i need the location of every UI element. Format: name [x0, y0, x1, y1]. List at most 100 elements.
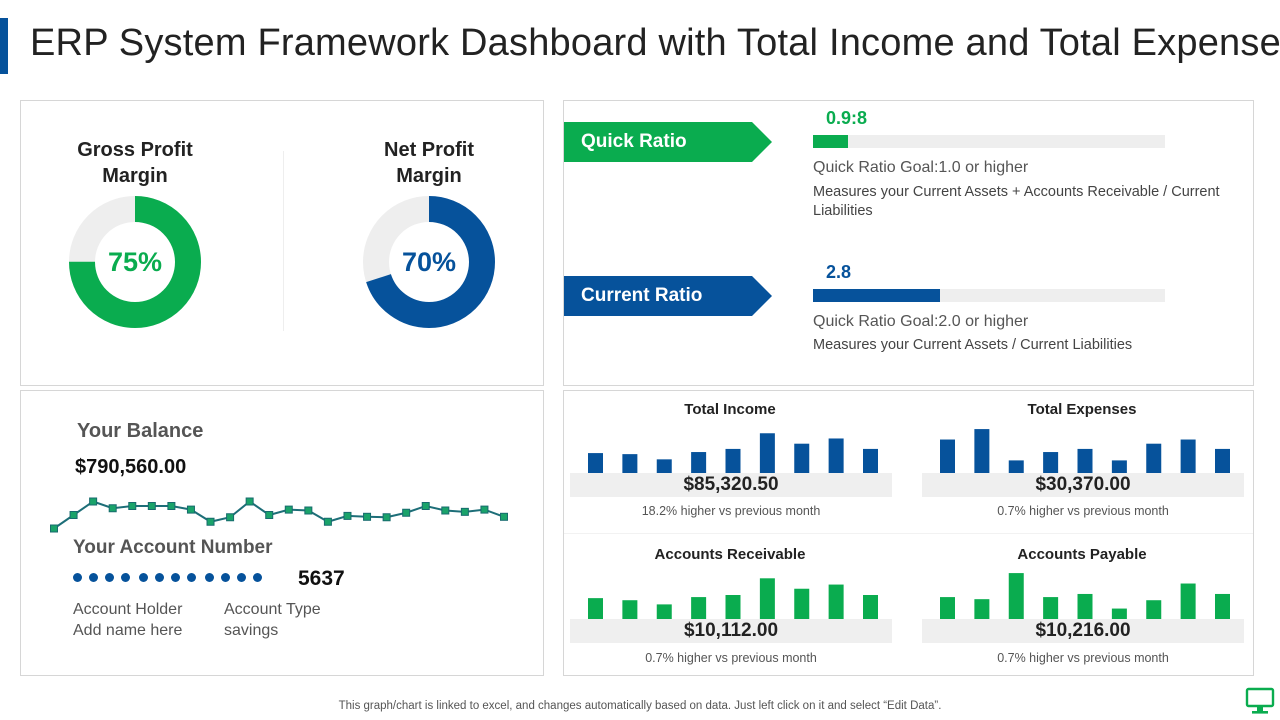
masked-digit-dot [73, 573, 82, 582]
kpi-bar [863, 595, 878, 619]
kpi-bar [1180, 583, 1196, 619]
net-profit-margin-value: 70% [401, 247, 457, 277]
total-income-bars [588, 433, 878, 475]
total-expenses-title: Total Expenses [1027, 401, 1137, 418]
balance-point-4 [128, 502, 137, 510]
kpi-bar [940, 439, 955, 475]
masked-digit-dot [89, 573, 98, 582]
account-last-digits: 5637 [298, 567, 345, 590]
balance-point-15 [343, 511, 352, 520]
kpi-panel: Total Income $85,320.50 18.2% higher vs … [563, 390, 1254, 676]
kpi-bar [1215, 593, 1230, 619]
balance-point-17 [382, 513, 391, 522]
masked-digit-dot [237, 573, 246, 582]
masked-digit-dot [139, 573, 148, 582]
total-income-title: Total Income [684, 401, 776, 418]
kpi-bar [1111, 460, 1127, 475]
account-holder: Account Holder Add name here [73, 599, 182, 641]
kpi-bar [622, 600, 638, 619]
net-profit-margin-card: Net Profit Margin [339, 137, 519, 189]
kpi-bar [656, 604, 672, 619]
kpi-bar [1146, 600, 1162, 619]
kpi-bar [1043, 452, 1059, 475]
account-type-value: savings [224, 622, 279, 639]
kpi-bar [725, 448, 741, 475]
net-profit-margin-donut: 70% [363, 196, 495, 328]
kpi-bar [759, 433, 775, 475]
balance-point-23 [500, 512, 508, 521]
masked-digit-dot [121, 573, 130, 582]
net-profit-margin-title: Net Profit Margin [384, 139, 474, 187]
balance-point-20 [441, 506, 450, 515]
current-ratio-value: 2.8 [826, 262, 852, 282]
accounts-receivable-bars [588, 578, 878, 619]
kpi-bar [1008, 460, 1024, 475]
kpi-bar [1008, 573, 1024, 619]
kpi-bar [691, 452, 707, 475]
gross-donut-arc [69, 196, 201, 328]
kpi-bar [828, 584, 844, 619]
footer-note: This graph/chart is linked to excel, and… [338, 700, 942, 712]
quick-ratio-label: Quick Ratio [564, 122, 772, 162]
total-expenses-value: $30,370.00 [922, 473, 1244, 497]
kpi-bar [1215, 448, 1230, 475]
kpi-bar [588, 598, 603, 619]
kpi-bar [691, 597, 707, 619]
kpi-bar [974, 429, 990, 475]
balance-point-22 [480, 505, 489, 514]
balance-point-19 [421, 502, 430, 510]
gross-profit-margin-card: Gross Profit Margin [45, 137, 225, 189]
kpi-bar [794, 443, 810, 475]
total-expenses-bars [940, 429, 1230, 475]
balance-point-7 [186, 505, 195, 514]
masked-digit-dot [105, 573, 114, 582]
gross-profit-margin-value: 75% [107, 247, 163, 277]
ratios-panel: Quick Ratio 0.9:8 Quick Ratio Goal:1.0 o… [563, 100, 1254, 386]
accounts-payable-bars [940, 573, 1230, 619]
total-expenses-note: 0.7% higher vs previous month [997, 504, 1169, 518]
balance-point-10 [245, 497, 254, 506]
masked-digit-dot [253, 573, 262, 582]
kpi-bar [1043, 597, 1059, 619]
kpi-divider [564, 533, 1253, 534]
masked-digit-dot [221, 573, 230, 582]
accounts-receivable-value: $10,112.00 [570, 619, 892, 643]
account-holder-value: Add name here [73, 622, 183, 639]
margin-divider [283, 151, 284, 331]
kpi-bar [1180, 439, 1196, 475]
quick-ratio-description: Measures your Current Assets + Accounts … [813, 184, 1220, 219]
accounts-payable-value: $10,216.00 [922, 619, 1244, 643]
total-income-value: $85,320.50 [570, 473, 892, 497]
kpi-bar [725, 595, 741, 619]
balance-point-0 [50, 524, 58, 533]
masked-digit-dot [205, 573, 214, 582]
profit-margins-panel: Gross Profit Margin 75% Net Profit Margi… [20, 100, 544, 386]
kpi-bar [794, 588, 810, 619]
balance-point-2 [89, 497, 98, 506]
kpi-bar [1077, 448, 1093, 475]
balance-point-9 [226, 513, 235, 522]
accounts-receivable-title: Accounts Receivable [654, 546, 806, 563]
balance-trend-line [53, 500, 505, 530]
account-number-label: Your Account Number [73, 537, 273, 558]
kpi-bar [863, 448, 878, 475]
balance-point-1 [69, 511, 78, 519]
accounts-payable-title: Accounts Payable [1017, 546, 1147, 563]
quick-ratio-goal: Quick Ratio Goal:1.0 or higher [813, 159, 1029, 176]
current-ratio-goal: Quick Ratio Goal:2.0 or higher [813, 313, 1029, 330]
kpi-bar [1111, 608, 1127, 619]
balance-point-11 [265, 511, 274, 519]
gross-profit-margin-donut: 75% [69, 196, 201, 328]
gross-profit-margin-title: Gross Profit Margin [77, 139, 193, 187]
kpi-bar [828, 438, 844, 475]
kpi-bar [974, 599, 990, 619]
net-donut-arc [363, 196, 495, 328]
kpi-bar [1146, 443, 1162, 475]
kpi-bar [622, 454, 638, 475]
page-title: ERP System Framework Dashboard with Tota… [30, 22, 1280, 64]
masked-digit-dot [155, 573, 164, 582]
balance-panel: Your Balance $790,560.00 Your Account Nu… [20, 390, 544, 676]
kpi-bar [588, 453, 603, 475]
quick-ratio-fill [813, 135, 849, 148]
quick-ratio-track [813, 135, 1165, 148]
